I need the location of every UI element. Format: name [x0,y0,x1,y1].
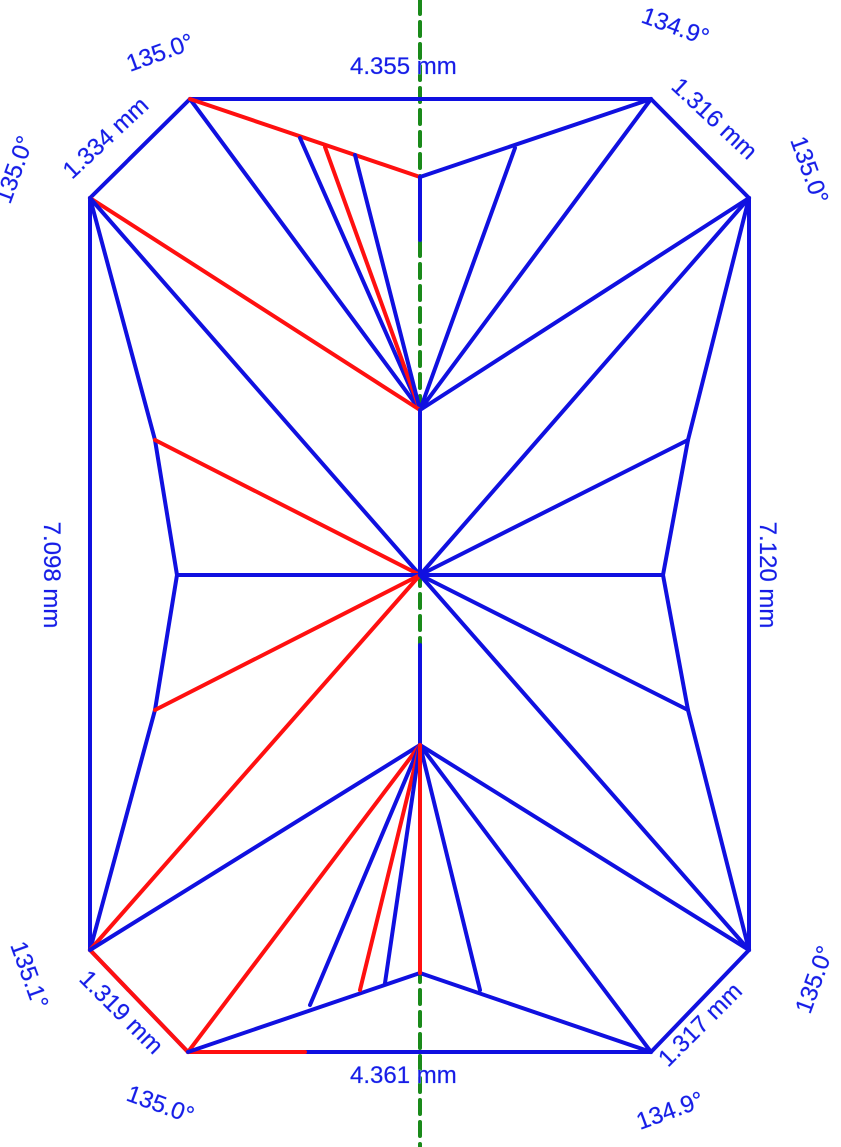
facet-line [88,743,422,952]
bottom-left-corner-label: 1.319 mm [74,965,169,1060]
facet-line [186,743,422,1054]
facet-line [418,146,517,412]
facet-line [153,573,179,712]
facet-line [686,196,751,442]
outline-edge [649,948,751,1054]
facet-line [418,573,751,952]
angle-bottom-right-lower: 134.9° [633,1086,708,1135]
facet-line [153,438,422,577]
facet-line [418,438,690,577]
facet-line [323,145,422,412]
outline-edge [88,97,192,200]
facet-line [88,196,422,577]
facet-line [153,573,422,712]
outline-edge [649,97,751,200]
facet-line [418,196,751,577]
facet-line [418,97,653,179]
angle-bottom-right-upper: 135.0° [790,942,839,1017]
facet-line [661,573,690,712]
facet-line [186,971,422,1054]
facet-line [418,196,751,412]
facet-line [418,971,653,1054]
facet-line [418,743,482,992]
top-left-corner-label: 1.334 mm [58,92,154,185]
facet-line [88,196,422,412]
outline-edge-highlight [88,948,190,1054]
facet-line [188,97,422,412]
angle-bottom-left-lower: 135.0° [123,1080,198,1129]
bottom-right-corner-label: 1.317 mm [653,978,748,1073]
right-height-label: 7.120 mm [754,522,781,629]
angle-top-right-lower: 135.0° [784,133,833,208]
angle-top-right-upper: 134.9° [638,2,713,51]
facet-line [358,743,422,992]
facet-line [353,153,422,412]
facet-line [188,97,422,179]
facet-line [383,743,422,985]
facet-line [308,743,422,1007]
bottom-width-label: 4.361 mm [350,1062,457,1089]
facet-line [88,573,422,952]
angle-top-left-upper: 135.0° [123,28,198,77]
facet-line [153,438,179,577]
top-width-label: 4.355 mm [350,53,457,80]
facet-line [686,708,751,952]
facet-line [418,97,653,412]
facet-line [418,573,690,712]
facet-line [418,743,751,952]
top-right-corner-label: 1.316 mm [666,73,762,166]
facet-line [418,743,653,1054]
facet-line [661,438,690,577]
facet-line [88,196,157,442]
facet-line [88,708,157,952]
left-height-label: 7.098 mm [38,522,65,629]
facet-line [298,136,422,412]
angle-top-left-lower: 135.0° [0,132,39,207]
angle-bottom-left-upper: 135.1° [4,938,53,1013]
